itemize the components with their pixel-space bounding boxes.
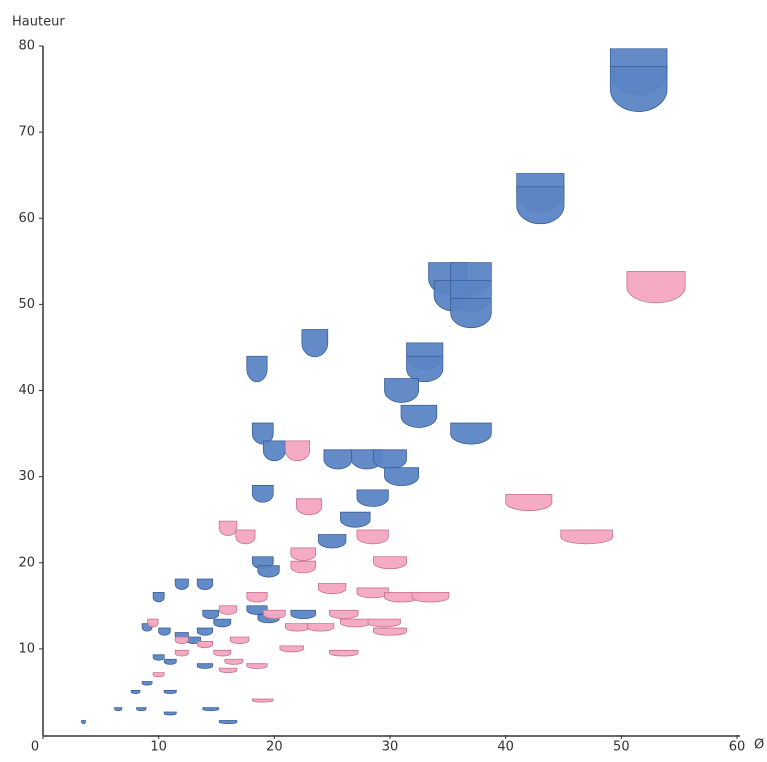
x-tick-label: 0	[31, 740, 39, 755]
pot-marker	[318, 534, 347, 549]
pot-marker	[284, 440, 310, 462]
pot-marker	[301, 329, 329, 358]
x-tick-label: 40	[497, 740, 514, 755]
x-tick-label: 20	[266, 740, 283, 755]
y-tick-label: 20	[18, 555, 35, 570]
pot-marker	[130, 690, 141, 694]
pot-marker	[147, 618, 159, 628]
pot-marker	[290, 547, 317, 561]
y-tick-label: 10	[18, 641, 35, 656]
pot-marker	[163, 690, 177, 694]
pot-marker	[279, 645, 304, 653]
pot-marker	[246, 592, 268, 603]
pot-marker	[141, 681, 153, 686]
pot-marker	[152, 654, 165, 661]
y-tick-label: 80	[18, 39, 35, 54]
pot-marker	[218, 520, 238, 536]
pot-marker	[246, 663, 268, 669]
pot-marker	[224, 658, 244, 665]
pot-marker	[356, 529, 389, 545]
pot-marker	[229, 636, 250, 644]
pot-marker	[163, 711, 177, 716]
pot-marker	[174, 649, 189, 657]
pot-marker	[174, 578, 189, 590]
pot-marker	[384, 378, 420, 403]
pot-marker	[307, 623, 335, 632]
x-tick-label: 60	[729, 740, 746, 755]
pot-marker	[152, 592, 165, 603]
pot-marker	[284, 623, 310, 632]
pot-marker	[213, 618, 232, 628]
pot-marker	[356, 587, 389, 599]
y-tick-label: 30	[18, 469, 35, 484]
pot-marker	[450, 297, 492, 329]
pot-marker	[609, 66, 668, 112]
pot-marker	[196, 578, 214, 590]
pot-marker	[373, 627, 407, 636]
pot-marker	[174, 636, 189, 644]
pot-marker	[505, 493, 553, 511]
pot-marker	[218, 605, 238, 615]
pot-marker	[560, 529, 613, 545]
pot-marker	[411, 592, 450, 603]
pot-marker	[340, 618, 371, 628]
pot-marker	[202, 707, 220, 712]
y-tick-label: 50	[18, 297, 35, 312]
pot-marker	[196, 663, 214, 669]
pot-marker	[406, 355, 444, 383]
x-tick-label: 30	[382, 740, 399, 755]
pot-marker	[400, 404, 438, 428]
pot-marker	[340, 511, 371, 528]
pot-marker	[329, 609, 359, 620]
pot-marker	[262, 440, 286, 462]
pot-marker	[516, 186, 565, 225]
pot-marker	[384, 467, 420, 487]
pot-marker	[163, 658, 177, 665]
x-axis-label: Ø	[754, 738, 764, 753]
pot-marker	[213, 649, 232, 657]
pot-marker	[196, 627, 214, 636]
pot-marker	[251, 698, 274, 703]
pot-marker	[356, 489, 389, 507]
pot-marker	[202, 609, 220, 619]
x-tick-label: 10	[150, 740, 167, 755]
pot-marker	[152, 672, 165, 678]
y-tick-label: 60	[18, 211, 35, 226]
y-tick-label: 40	[18, 383, 35, 398]
pot-marker	[246, 355, 268, 383]
pot-marker	[196, 641, 214, 649]
pot-marker	[218, 720, 238, 724]
pot-marker	[329, 649, 359, 657]
pot-marker	[373, 556, 407, 570]
pot-marker	[136, 707, 147, 712]
pot-marker	[450, 422, 492, 445]
x-tick-label: 50	[613, 740, 630, 755]
pot-marker	[158, 627, 171, 636]
pot-marker	[235, 529, 256, 545]
pot-marker	[262, 609, 286, 619]
pot-marker	[295, 498, 323, 516]
pot-marker	[373, 449, 407, 470]
pot-marker	[218, 667, 238, 674]
y-axis-label: Hauteur	[12, 15, 65, 30]
pot-marker	[114, 707, 123, 712]
pot-marker	[81, 720, 86, 724]
pot-marker	[367, 618, 401, 628]
pot-marker	[251, 485, 274, 503]
pot-marker	[318, 583, 347, 595]
pot-marker	[290, 560, 317, 574]
y-tick-label: 70	[18, 125, 35, 140]
pot-marker	[257, 565, 280, 578]
pot-marker	[323, 449, 353, 470]
pot-marker	[290, 609, 317, 620]
pot-marker	[626, 271, 686, 304]
